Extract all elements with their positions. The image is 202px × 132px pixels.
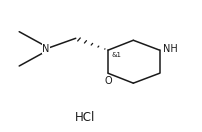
Text: HCl: HCl [75, 111, 95, 124]
Text: NH: NH [163, 44, 178, 55]
Text: O: O [104, 76, 112, 86]
Text: N: N [42, 44, 50, 54]
Text: &1: &1 [112, 52, 122, 58]
